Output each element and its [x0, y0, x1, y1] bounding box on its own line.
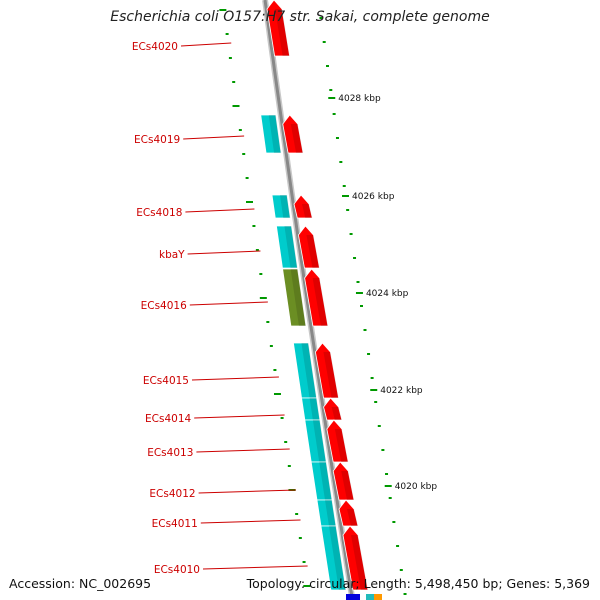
- forward-cds-arrow: [304, 268, 329, 327]
- ruler-label: 4026 kbp: [352, 192, 395, 202]
- topology-text: Topology: circular; Length: 5,498,450 bp…: [246, 576, 590, 591]
- ruler-label: 4020 kbp: [395, 482, 438, 492]
- label-leader: [187, 250, 261, 255]
- gene-label: ECs4013: [147, 447, 193, 459]
- ruler-label: 4024 kbp: [366, 289, 409, 299]
- label-leader: [180, 42, 232, 47]
- forward-cds-arrow: [282, 114, 304, 154]
- gene-label: ECs4018: [136, 207, 182, 219]
- genome-backbone: [262, 0, 356, 600]
- label-leader: [202, 565, 308, 570]
- block-shade: [350, 535, 368, 590]
- block-shade: [280, 195, 291, 218]
- ruler-label: 4022 kbp: [380, 386, 423, 396]
- block-shade: [312, 278, 328, 326]
- forward-cds-arrow: [323, 397, 343, 421]
- backbone-line: [263, 0, 354, 600]
- rna-gene-block: [282, 268, 307, 327]
- label-leader: [200, 519, 301, 524]
- block-shade: [309, 398, 320, 420]
- gene-label: ECs4016: [141, 300, 187, 312]
- block-shade: [331, 407, 342, 420]
- gene-label: ECs4010: [154, 564, 200, 576]
- forward-cds-arrow: [332, 461, 355, 501]
- gene-label: ECs4011: [152, 518, 198, 530]
- feature-block: [346, 594, 360, 600]
- gene-label-group: ECs4020 ECs4019 ECs4018 kbaY ECs4016 ECs4015 E…: [132, 41, 200, 576]
- reverse-cds-block: [271, 194, 291, 219]
- forward-cds-arrow: [326, 419, 349, 463]
- forward-cds-arrow: [342, 525, 369, 591]
- gene-label: ECs4019: [134, 134, 180, 146]
- right-tick-track: [319, 17, 407, 595]
- gene-label: ECs4012: [149, 488, 195, 500]
- label-leader: [183, 135, 245, 140]
- block-shade: [275, 9, 290, 56]
- block-shade: [334, 429, 349, 462]
- ruler-label: 4028 kbp: [338, 94, 381, 104]
- label-leader: [196, 448, 290, 453]
- forward-cds-arrow: [266, 0, 291, 57]
- label-leader: [198, 489, 296, 494]
- feature-block: [374, 594, 382, 600]
- block-shade: [341, 471, 354, 500]
- block-shade: [290, 269, 306, 326]
- reverse-cds-block: [260, 114, 282, 154]
- forward-cds-arrow: [293, 194, 313, 219]
- forward-cds-arrow: [314, 342, 340, 399]
- gene-label: ECs4020: [132, 41, 178, 53]
- accession-text: Accession: NC_002695: [9, 576, 152, 591]
- label-leaders: [180, 42, 308, 570]
- forward-cds-arrow: [298, 225, 320, 269]
- gene-label: ECs4014: [145, 413, 191, 425]
- block-shade: [347, 509, 358, 526]
- block-shade: [268, 115, 282, 153]
- gene-label: kbaY: [159, 249, 185, 261]
- ruler-label-group: 4028 kbp 4026 kbp 4024 kbp 4022 kbp 4020 kbp: [328, 94, 437, 492]
- block-shade: [284, 226, 298, 268]
- label-leader: [185, 208, 255, 213]
- reverse-cds-block: [320, 525, 347, 591]
- block-shade: [325, 500, 336, 526]
- block-shade: [312, 420, 327, 462]
- block-shade: [290, 124, 304, 153]
- label-leader: [191, 376, 279, 381]
- reverse-cds-block: [275, 225, 298, 269]
- block-shade: [306, 235, 320, 268]
- feature-track: [260, 0, 382, 600]
- block-shade: [328, 526, 346, 590]
- label-leader: [189, 301, 268, 306]
- gene-label: ECs4015: [143, 375, 189, 387]
- block-shade: [323, 352, 339, 398]
- block-shade: [319, 462, 332, 500]
- forward-cds-arrow: [338, 499, 359, 527]
- block-shade: [301, 343, 317, 398]
- feature-block: [366, 594, 374, 600]
- left-tick-track: [219, 9, 311, 587]
- map-title: Escherichia coli O157:H7 str. Sakai, com…: [110, 9, 490, 25]
- label-leader: [194, 414, 285, 419]
- block-shade: [302, 204, 313, 218]
